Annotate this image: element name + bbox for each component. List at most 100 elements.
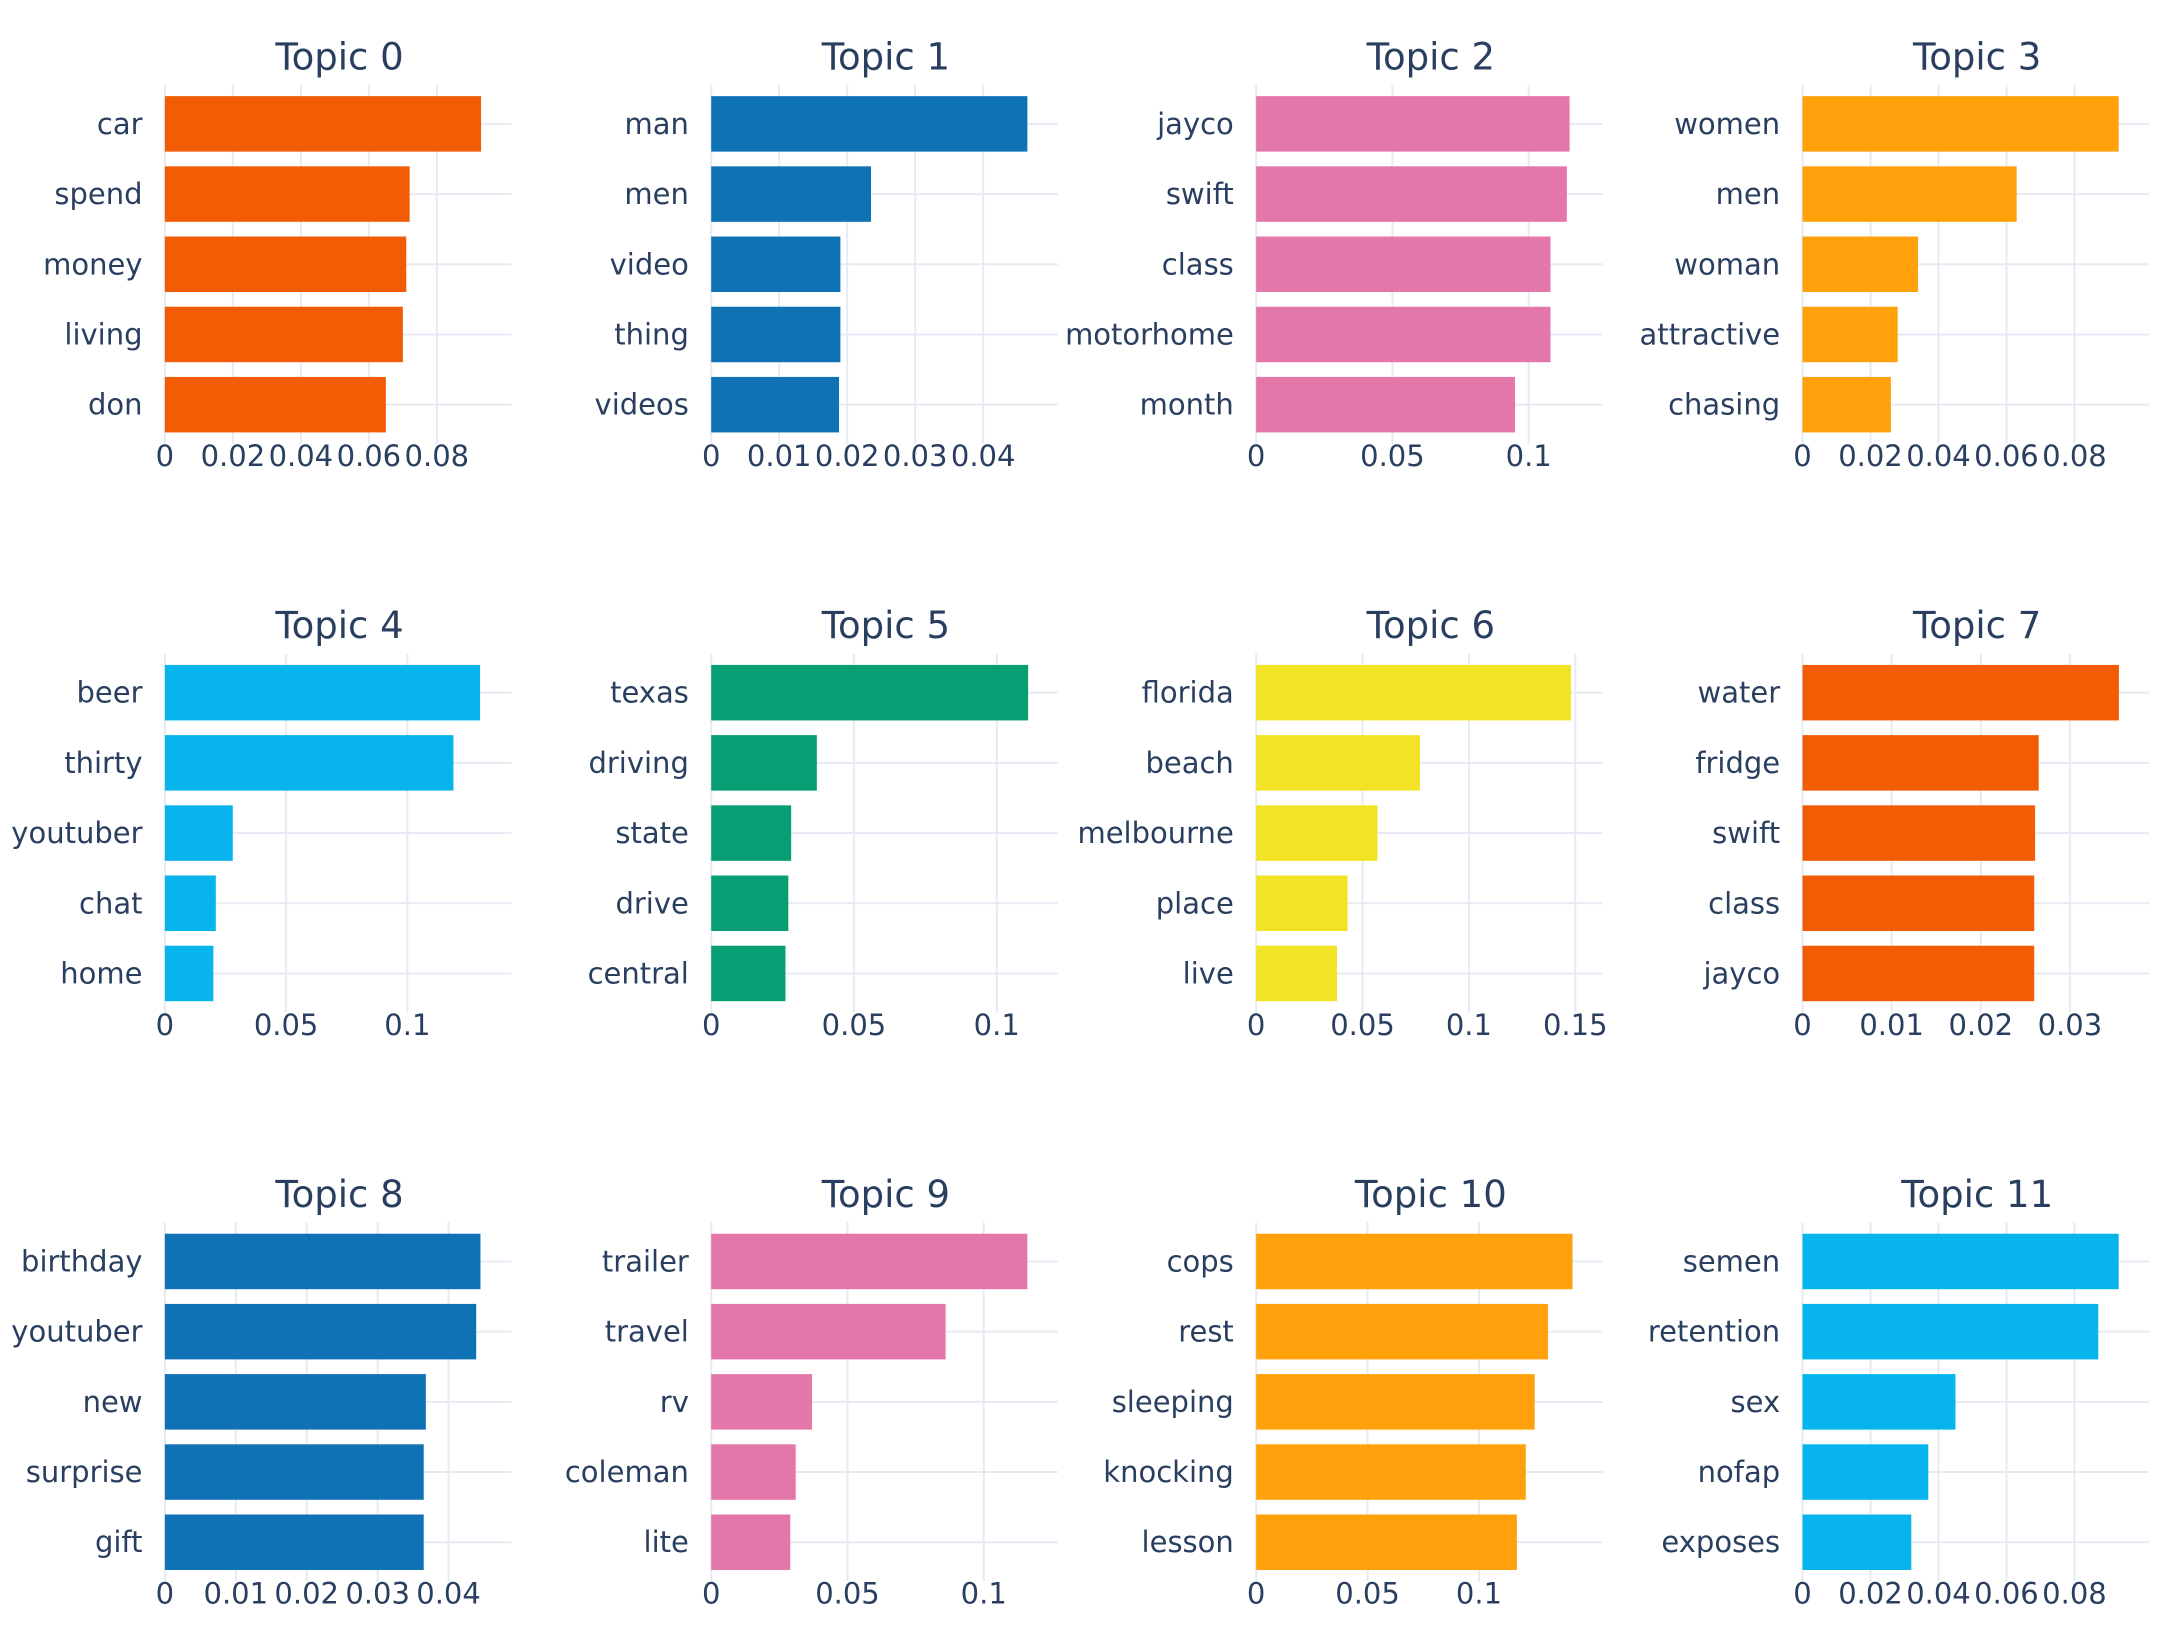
x-tick-label: 0.05 [1360, 439, 1425, 473]
x-tick-label: 0.04 [416, 1577, 481, 1611]
x-tick-label: 0.1 [961, 1577, 1007, 1611]
bar-thing [711, 306, 841, 363]
x-tick-label: 0.02 [274, 1577, 339, 1611]
word-label: gift [95, 1525, 143, 1559]
word-label: coleman [565, 1455, 689, 1489]
x-tick-label: 0.1 [1456, 1577, 1502, 1611]
word-label: men [624, 177, 688, 211]
word-label: fridge [1695, 746, 1780, 780]
x-tick-label: 0.05 [1335, 1577, 1400, 1611]
word-label: spend [54, 177, 142, 211]
word-label: travel [605, 1315, 689, 1349]
word-label: driving [588, 746, 688, 780]
x-tick-label: 0.03 [883, 439, 948, 473]
bar-lite [711, 1514, 791, 1570]
bar-thirty [164, 735, 454, 791]
bar-texas [711, 664, 1029, 721]
word-label: rv [660, 1385, 689, 1419]
word-label: cops [1167, 1244, 1234, 1278]
x-tick-label: 0.1 [384, 1008, 430, 1042]
word-label: new [83, 1385, 143, 1419]
x-tick-label: 0.15 [1543, 1008, 1608, 1042]
bar-swift [1256, 166, 1567, 222]
topic-chart-4: Topic 4 beer thirty youtuber chat home 0 0.05 0.… [11, 604, 512, 1042]
bar-retention [1802, 1303, 2099, 1360]
word-label: month [1140, 388, 1234, 422]
x-tick-label: 0 [1247, 1577, 1265, 1611]
x-tick-label: 0.02 [815, 439, 880, 473]
bar-don [164, 376, 386, 433]
word-label: drive [615, 886, 688, 920]
bar-man [711, 96, 1028, 152]
word-label: video [610, 247, 689, 281]
x-tick-label: 0 [1793, 1008, 1811, 1042]
x-tick-label: 0.08 [405, 439, 470, 473]
word-label: exposes [1661, 1525, 1780, 1559]
word-label: melbourne [1077, 816, 1233, 850]
word-label: knocking [1103, 1455, 1234, 1489]
bar-beach [1256, 735, 1420, 791]
chart-title: Topic 5 [821, 604, 950, 647]
x-tick-label: 0.08 [2042, 439, 2107, 473]
x-tick-label: 0.1 [1506, 439, 1552, 473]
topic-chart-7: Topic 7 water fridge swift class jayco 0 0.01 0.… [1695, 604, 2150, 1042]
chart-title: Topic 1 [821, 35, 950, 78]
bar-rv [711, 1374, 813, 1430]
bar-chasing [1802, 376, 1891, 433]
x-tick-label: 0.08 [2042, 1577, 2107, 1611]
word-label: beach [1145, 746, 1233, 780]
word-label: attractive [1640, 317, 1781, 351]
bar-living [164, 306, 403, 363]
x-tick-label: 0.06 [1974, 439, 2039, 473]
word-label: woman [1674, 247, 1780, 281]
bar-trailer [711, 1233, 1028, 1290]
bar-fridge [1802, 735, 2039, 791]
bar-men [711, 166, 871, 222]
chart-title: Topic 6 [1366, 604, 1495, 647]
bar-live [1256, 945, 1338, 1002]
bar-central [711, 945, 786, 1002]
bar-women [1802, 96, 2119, 152]
bar-motorhome [1256, 306, 1551, 363]
word-label: car [97, 107, 143, 141]
bar-class [1802, 875, 2035, 932]
bar-money [164, 236, 407, 293]
x-tick-label: 0.03 [345, 1577, 410, 1611]
chart-title: Topic 8 [274, 1173, 403, 1216]
x-tick-label: 0.04 [951, 439, 1016, 473]
word-label: thirty [64, 746, 142, 780]
bar-driving [711, 735, 817, 791]
bar-drive [711, 875, 789, 932]
x-tick-label: 0 [702, 1008, 720, 1042]
topic-chart-5: Topic 5 texas driving state drive central 0 0.0… [588, 604, 1058, 1042]
word-label: sex [1731, 1385, 1781, 1419]
x-tick-label: 0.02 [1948, 1008, 2013, 1042]
bar-melbourne [1256, 805, 1378, 861]
bar-travel [711, 1303, 946, 1360]
x-tick-label: 0 [702, 1577, 720, 1611]
word-label: water [1698, 676, 1781, 710]
word-label: youtuber [11, 1315, 142, 1349]
bar-jayco [1256, 96, 1570, 152]
topic-chart-6: Topic 6 florida beach melbourne place live 0 0.… [1077, 604, 1607, 1042]
topic-chart-9: Topic 9 trailer travel rv coleman lite 0 0.05 0.… [565, 1173, 1058, 1611]
word-label: rest [1178, 1315, 1234, 1349]
word-label: jayco [1156, 107, 1234, 141]
chart-title: Topic 3 [1912, 35, 2041, 78]
x-tick-label: 0.04 [1906, 439, 1971, 473]
word-label: chat [79, 886, 142, 920]
bar-car [164, 96, 482, 152]
x-tick-label: 0.06 [337, 439, 402, 473]
x-tick-label: 0 [1793, 1577, 1811, 1611]
bar-semen [1802, 1233, 2119, 1290]
x-tick-label: 0.02 [1838, 439, 1903, 473]
word-label: lite [644, 1525, 689, 1559]
x-tick-label: 0.05 [822, 1008, 887, 1042]
x-tick-label: 0.01 [204, 1577, 269, 1611]
word-label: thing [614, 317, 689, 351]
bar-chat [164, 875, 216, 932]
